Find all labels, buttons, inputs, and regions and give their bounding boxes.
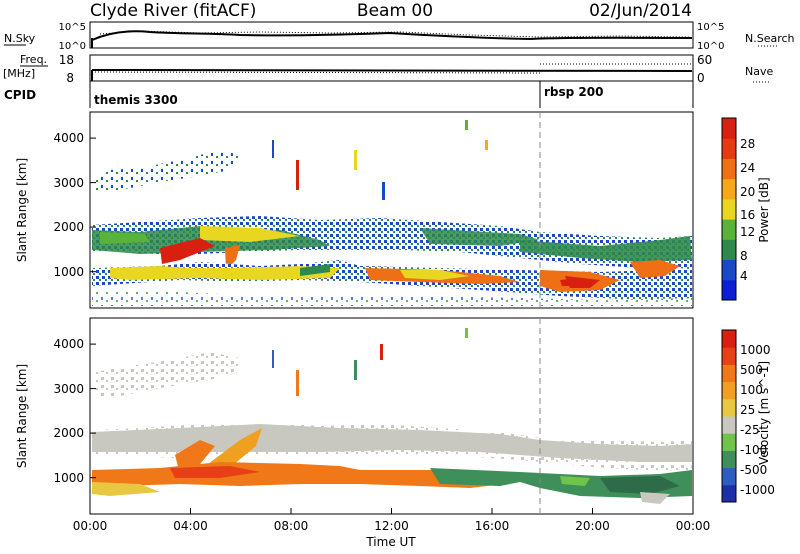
nsky-tick-low: 10^0 [59, 41, 86, 52]
power-cbar-tick-4: 4 [740, 269, 748, 283]
cpid-label: CPID [4, 88, 36, 102]
velocity-colorbar [721, 329, 737, 503]
beam-title: Beam 00 [357, 1, 433, 21]
power-colorbar-swatch [722, 118, 736, 139]
vel-cbar-tick-neg25: -25 [740, 423, 760, 437]
nsearch-tick-low: 10^0 [697, 41, 724, 52]
xtick-0: 00:00 [73, 519, 108, 533]
vel-cbar-tick-neg500: -500 [740, 463, 767, 477]
power-ytick-2000: 2000 [53, 220, 84, 234]
vel-cbar-tick-100: 100 [740, 383, 763, 397]
power-colorbar-swatch [722, 279, 736, 301]
velocity-colorbar-swatch [722, 347, 736, 365]
velocity-data [92, 328, 692, 504]
freq-panel [89, 54, 694, 82]
velocity-colorbar-swatch [722, 467, 736, 486]
power-cbar-tick-12: 12 [740, 225, 755, 239]
velocity-colorbar-swatch [722, 398, 736, 417]
xtick-3: 12:00 [374, 519, 409, 533]
vel-cbar-tick-neg100: -100 [740, 443, 767, 457]
power-colorbar-frame [721, 117, 737, 301]
power-panel [89, 111, 694, 309]
power-colorbar-swatch [722, 178, 736, 200]
velocity-colorbar-swatch [722, 330, 736, 348]
velocity-ylabel: Slant Range [km] [15, 364, 29, 468]
date-title: 02/Jun/2014 [589, 1, 692, 21]
nsearch-tick-high: 10^5 [697, 22, 724, 33]
xtick-6: 00:00 [676, 519, 711, 533]
power-colorbar-label: Power [dB] [757, 177, 771, 242]
power-colorbar-swatch [722, 158, 736, 180]
xtick-4: 16:00 [475, 519, 510, 533]
velocity-ytick-3000: 3000 [53, 382, 84, 396]
power-ylabel: Slant Range [km] [15, 158, 29, 262]
xtick-1: 04:00 [173, 519, 208, 533]
velocity-panel [89, 317, 694, 515]
freq-tick-low: 8 [66, 71, 74, 85]
vel-cbar-tick-500: 500 [740, 363, 763, 377]
velocity-colorbar-swatch [722, 433, 736, 451]
nsearch-label: N.Search [745, 32, 795, 45]
cpid-panel [89, 81, 694, 108]
vel-cbar-tick-25: 25 [740, 403, 755, 417]
velocity-colorbar-swatch [722, 364, 736, 383]
power-colorbar-swatch [722, 219, 736, 240]
nsky-panel [89, 21, 694, 49]
velocity-ytick-1000: 1000 [53, 471, 84, 485]
power-ytick-4000: 4000 [53, 131, 84, 145]
axis-ticks [90, 137, 593, 514]
velocity-colorbar-label: Velocity [m s^-1] [757, 361, 771, 465]
power-cbar-tick-16: 16 [740, 208, 755, 222]
nsky-tick-high: 10^5 [59, 22, 86, 33]
velocity-ytick-4000: 4000 [53, 337, 84, 351]
power-colorbar-swatch [722, 239, 736, 261]
xtick-2: 08:00 [274, 519, 309, 533]
nave-label: Nave [745, 65, 773, 78]
velocity-ytick-2000: 2000 [53, 426, 84, 440]
velocity-colorbar-swatch [722, 381, 736, 400]
freq-tick-high: 18 [59, 53, 74, 67]
velocity-colorbar-swatch [722, 450, 736, 469]
nsky-label: N.Sky [4, 32, 36, 45]
power-data [92, 120, 692, 306]
xtick-5: 20:00 [575, 519, 610, 533]
velocity-colorbar-swatch [722, 484, 736, 503]
power-colorbar-swatch [722, 198, 736, 220]
freq-unit-label: [MHz] [3, 67, 35, 80]
velocity-colorbar-swatch [722, 416, 736, 434]
vel-cbar-tick-1000: 1000 [740, 343, 771, 357]
power-colorbar [721, 117, 737, 301]
power-colorbar-swatch [722, 259, 736, 281]
power-cbar-tick-28: 28 [740, 137, 755, 151]
velocity-colorbar-frame [721, 329, 737, 503]
power-ytick-1000: 1000 [53, 265, 84, 279]
nave-tick-high: 60 [697, 53, 712, 67]
power-cbar-tick-8: 8 [740, 249, 748, 263]
power-cbar-tick-24: 24 [740, 161, 755, 175]
power-cbar-tick-20: 20 [740, 185, 755, 199]
xaxis-label: Time UT [365, 535, 416, 549]
freq-label: Freq. [20, 53, 47, 66]
nave-tick-low: 0 [697, 71, 705, 85]
power-colorbar-swatch [722, 138, 736, 159]
power-ytick-3000: 3000 [53, 176, 84, 190]
cpid-segment-rbsp: rbsp 200 [544, 85, 603, 99]
vel-cbar-tick-neg1000: -1000 [740, 483, 775, 497]
cpid-segment-themis: themis 3300 [94, 93, 178, 107]
station-title: Clyde River (fitACF) [90, 1, 256, 21]
